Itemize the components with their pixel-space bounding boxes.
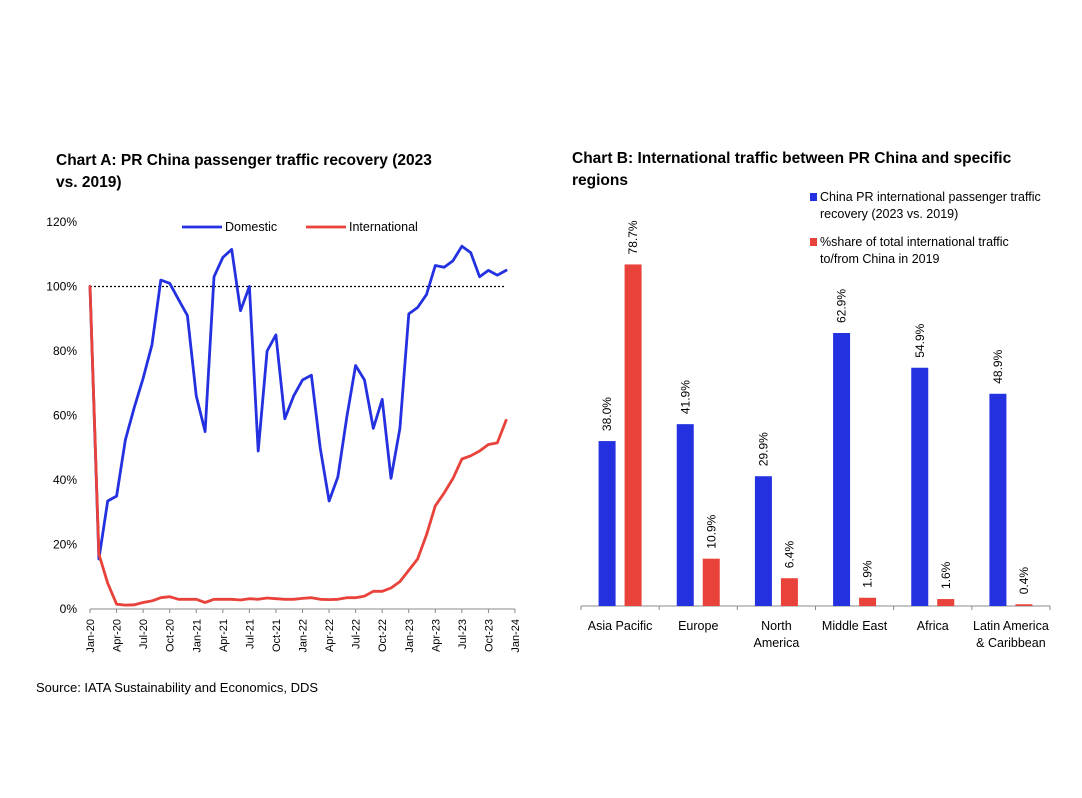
x-tick-label: Jul-21 (244, 619, 256, 649)
x-tick-label: Jan-22 (298, 619, 310, 653)
legend-label: China PR international passenger traffic (820, 190, 1041, 204)
x-tick-label: Apr-22 (324, 619, 336, 652)
x-tick-label: Oct-22 (377, 619, 389, 652)
bar-share (859, 597, 877, 606)
bar-recovery (598, 441, 616, 606)
y-tick-label: 20% (53, 538, 77, 552)
x-tick-label: Jan-20 (85, 619, 97, 653)
legend-swatch (810, 193, 817, 201)
x-tick-label: Oct-21 (271, 619, 283, 652)
category-label: Europe (678, 619, 718, 633)
bar-data-label: 41.9% (678, 380, 692, 414)
x-tick-label: Jan-23 (404, 619, 416, 653)
bar-share (1015, 604, 1033, 606)
bar-data-label: 54.9% (913, 323, 927, 357)
bar-data-label: 62.9% (835, 289, 849, 323)
category-label: Middle East (822, 619, 888, 633)
category-label: Asia Pacific (588, 619, 653, 633)
legend-label: Domestic (225, 220, 277, 234)
y-tick-label: 120% (46, 215, 77, 229)
series-line-domestic (88, 244, 508, 561)
source-note: Source: IATA Sustainability and Economic… (36, 680, 319, 695)
x-tick-label: Jan-21 (191, 619, 203, 653)
x-tick-label: Jul-22 (351, 619, 363, 649)
bar-share (624, 264, 642, 606)
bar-recovery (676, 424, 694, 606)
bar-data-label: 78.7% (626, 220, 640, 254)
category-label: Africa (917, 619, 949, 633)
bar-data-label: 38.0% (600, 397, 614, 431)
legend-label: to/from China in 2019 (820, 252, 940, 266)
category-label: & Caribbean (976, 636, 1046, 650)
category-label: Latin America (973, 619, 1049, 633)
x-tick-label: Jul-23 (457, 619, 469, 649)
bar-data-label: 29.9% (756, 432, 770, 466)
x-tick-label: Jul-20 (138, 619, 150, 649)
series-line-international (88, 285, 508, 607)
legend-label: recovery (2023 vs. 2019) (820, 207, 958, 221)
bar-share (780, 578, 798, 606)
y-tick-label: 0% (60, 602, 78, 616)
x-tick-label: Jan-24 (510, 619, 522, 653)
chart-a-title: Chart A: PR China passenger traffic reco… (56, 152, 432, 191)
bar-data-label: 10.9% (704, 514, 718, 548)
bar-recovery (989, 393, 1007, 606)
y-tick-label: 40% (53, 473, 77, 487)
category-label: America (753, 636, 799, 650)
y-tick-label: 100% (46, 280, 77, 294)
bar-recovery (754, 476, 772, 606)
x-tick-label: Apr-20 (112, 619, 124, 652)
legend-label: %share of total international traffic (820, 235, 1009, 249)
y-tick-label: 60% (53, 409, 77, 423)
category-label: North (761, 619, 792, 633)
bar-share (937, 599, 955, 606)
bar-share (702, 558, 720, 606)
legend-swatch (810, 238, 817, 246)
bar-recovery (833, 333, 851, 606)
bar-recovery (911, 367, 929, 606)
bar-data-label: 48.9% (991, 349, 1005, 383)
x-tick-label: Oct-23 (483, 619, 495, 652)
chart-b-title: Chart B: International traffic between P… (572, 150, 1012, 189)
x-tick-label: Apr-23 (430, 619, 442, 652)
x-tick-label: Oct-20 (165, 619, 177, 652)
legend-label: International (349, 220, 418, 234)
bar-data-label: 0.4% (1017, 567, 1031, 595)
y-tick-label: 80% (53, 344, 77, 358)
x-tick-label: Apr-21 (218, 619, 230, 652)
bar-data-label: 6.4% (782, 541, 796, 569)
bar-data-label: 1.6% (939, 561, 953, 589)
bar-data-label: 1.9% (861, 560, 875, 588)
